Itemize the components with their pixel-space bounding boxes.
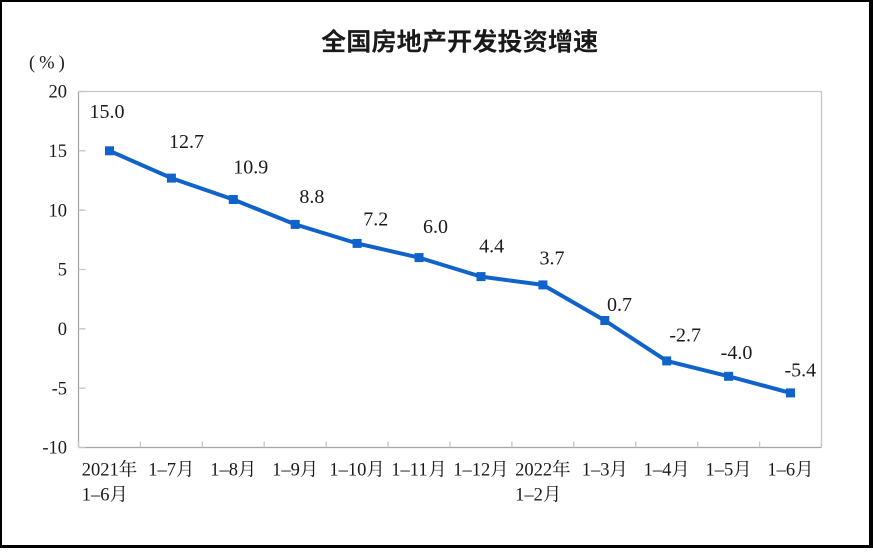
svg-text:1–9: 1–9 <box>272 461 300 481</box>
svg-text:-10: -10 <box>42 439 67 459</box>
svg-text:1–4: 1–4 <box>644 461 672 481</box>
svg-text:5: 5 <box>58 261 67 281</box>
svg-text:8.8: 8.8 <box>299 186 324 208</box>
svg-text:12.7: 12.7 <box>169 131 204 153</box>
svg-text:10.9: 10.9 <box>233 157 268 179</box>
svg-text:1–6: 1–6 <box>82 486 110 506</box>
svg-text:4.4: 4.4 <box>479 235 504 257</box>
svg-text:0: 0 <box>58 320 67 340</box>
svg-text:1–5: 1–5 <box>706 461 734 481</box>
svg-text:7.2: 7.2 <box>363 208 388 230</box>
svg-text:0.7: 0.7 <box>607 294 632 316</box>
svg-text:2021: 2021 <box>82 461 119 481</box>
svg-text:20: 20 <box>49 83 68 103</box>
svg-text:1–12: 1–12 <box>453 461 490 481</box>
svg-text:-5: -5 <box>52 379 67 399</box>
svg-text:1–2: 1–2 <box>515 486 543 506</box>
svg-text:15: 15 <box>49 142 68 162</box>
svg-text:1–6: 1–6 <box>767 461 795 481</box>
svg-text:15.0: 15.0 <box>90 101 125 123</box>
svg-text:1–8: 1–8 <box>210 461 238 481</box>
svg-text:-5.4: -5.4 <box>784 359 816 381</box>
svg-text:1–3: 1–3 <box>582 461 610 481</box>
svg-text:(%): (%) <box>29 54 69 74</box>
svg-text:-4.0: -4.0 <box>721 342 753 364</box>
svg-text:10: 10 <box>49 201 68 221</box>
svg-text:-2.7: -2.7 <box>669 325 701 347</box>
svg-text:1–11: 1–11 <box>391 461 427 481</box>
svg-text:1–7: 1–7 <box>148 461 176 481</box>
svg-text:1–10: 1–10 <box>329 461 366 481</box>
svg-text:2022: 2022 <box>515 461 552 481</box>
svg-text:3.7: 3.7 <box>540 248 565 270</box>
svg-text:6.0: 6.0 <box>423 216 448 238</box>
